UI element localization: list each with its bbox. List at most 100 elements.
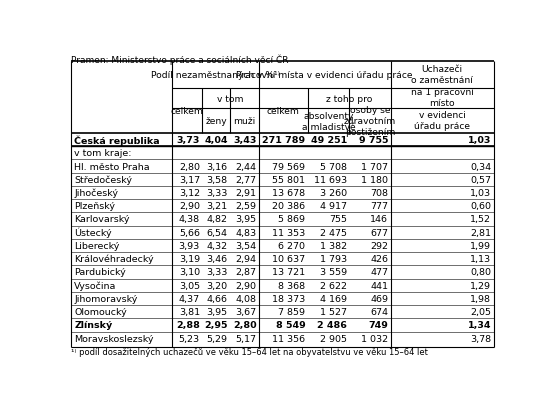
Text: osoby se
zdravotním
postižením: osoby se zdravotním postižením <box>344 106 396 137</box>
Text: 3,33: 3,33 <box>207 189 228 198</box>
Text: 3,81: 3,81 <box>179 308 200 317</box>
Text: 755: 755 <box>329 215 347 224</box>
Text: 3,78: 3,78 <box>470 334 491 343</box>
Text: 13 678: 13 678 <box>272 189 305 198</box>
Text: Karlovarský: Karlovarský <box>74 215 130 224</box>
Text: 1 527: 1 527 <box>320 308 347 317</box>
Text: 3,54: 3,54 <box>235 241 256 250</box>
Text: 20 386: 20 386 <box>272 202 305 211</box>
Text: 4,08: 4,08 <box>235 294 256 303</box>
Text: Pracovní místa v evidenci úřadu práce: Pracovní místa v evidenci úřadu práce <box>236 71 413 80</box>
Text: 1 793: 1 793 <box>320 254 347 263</box>
Text: 2,80: 2,80 <box>179 162 200 171</box>
Text: 441: 441 <box>370 281 388 290</box>
Text: 2,91: 2,91 <box>235 189 256 198</box>
Text: Zlínský: Zlínský <box>74 321 112 330</box>
Text: 0,57: 0,57 <box>470 175 491 184</box>
Text: 1 180: 1 180 <box>361 175 388 184</box>
Text: 6,54: 6,54 <box>207 228 228 237</box>
Text: 4,38: 4,38 <box>179 215 200 224</box>
Text: Olomoucký: Olomoucký <box>74 308 127 317</box>
Text: 2,59: 2,59 <box>235 202 256 211</box>
Text: 9 755: 9 755 <box>359 136 388 145</box>
Text: 2,80: 2,80 <box>233 321 256 330</box>
Text: 3,17: 3,17 <box>179 175 200 184</box>
Text: ženy: ženy <box>206 117 227 126</box>
Text: 677: 677 <box>370 228 388 237</box>
Text: 3,12: 3,12 <box>179 189 200 198</box>
Text: celkem: celkem <box>267 107 300 116</box>
Text: 3,67: 3,67 <box>235 308 256 317</box>
Text: 2 905: 2 905 <box>320 334 347 343</box>
Text: 6 270: 6 270 <box>278 241 305 250</box>
Text: z toho pro: z toho pro <box>326 94 372 103</box>
Text: 1 382: 1 382 <box>320 241 347 250</box>
Text: 3,20: 3,20 <box>207 281 228 290</box>
Text: v tom: v tom <box>217 94 244 103</box>
Text: ¹⁾ podíl dosažitelných uchazečů ve věku 15–64 let na obyvatelstvu ve věku 15–64 : ¹⁾ podíl dosažitelných uchazečů ve věku … <box>71 346 428 356</box>
Text: 1,34: 1,34 <box>468 321 491 330</box>
Text: 5,17: 5,17 <box>235 334 256 343</box>
Text: 1,13: 1,13 <box>470 254 491 263</box>
Text: 5 708: 5 708 <box>320 162 347 171</box>
Text: Podíl nezaměstnaných v %¹⁾: Podíl nezaměstnaných v %¹⁾ <box>151 71 280 80</box>
Text: 2,90: 2,90 <box>179 202 200 211</box>
Text: 477: 477 <box>370 268 388 277</box>
Text: 5 869: 5 869 <box>278 215 305 224</box>
Text: 3,73: 3,73 <box>176 136 200 145</box>
Text: 749: 749 <box>368 321 388 330</box>
Text: absolventy
a mladistvé: absolventy a mladistvé <box>302 111 355 131</box>
Text: 2,95: 2,95 <box>204 321 228 330</box>
Text: Vysočina: Vysočina <box>74 281 117 290</box>
Text: 0,60: 0,60 <box>470 202 491 211</box>
Text: 18 373: 18 373 <box>272 294 305 303</box>
Text: 8 549: 8 549 <box>276 321 305 330</box>
Text: 11 353: 11 353 <box>272 228 305 237</box>
Text: Česká republika: Česká republika <box>74 135 160 146</box>
Text: 3,43: 3,43 <box>233 136 256 145</box>
Text: 13 721: 13 721 <box>272 268 305 277</box>
Text: 79 569: 79 569 <box>272 162 305 171</box>
Text: Plzeňský: Plzeňský <box>74 202 115 211</box>
Text: 2 622: 2 622 <box>320 281 347 290</box>
Text: 5,23: 5,23 <box>179 334 200 343</box>
Text: Uchazeči
o zaměstnání
na 1 pracovní
místo
v evidenci
úřadu práce: Uchazeči o zaměstnání na 1 pracovní míst… <box>410 65 473 131</box>
Text: 3,05: 3,05 <box>179 281 200 290</box>
Text: 271 789: 271 789 <box>262 136 305 145</box>
Text: Středočeský: Středočeský <box>74 175 132 184</box>
Text: Pramen: Ministerstvo práce a sociálních věcí ČR: Pramen: Ministerstvo práce a sociálních … <box>71 54 289 65</box>
Text: Moravskoslezský: Moravskoslezský <box>74 334 154 343</box>
Text: 49 251: 49 251 <box>311 136 347 145</box>
Text: 4,04: 4,04 <box>204 136 228 145</box>
Text: 3,19: 3,19 <box>179 254 200 263</box>
Text: Královéhradecký: Královéhradecký <box>74 254 154 264</box>
Text: 1,03: 1,03 <box>468 136 491 145</box>
Text: 674: 674 <box>370 308 388 317</box>
Text: 3,95: 3,95 <box>235 215 256 224</box>
Text: 11 356: 11 356 <box>272 334 305 343</box>
Text: 1,29: 1,29 <box>470 281 491 290</box>
Text: 3,93: 3,93 <box>179 241 200 250</box>
Text: 708: 708 <box>370 189 388 198</box>
Text: 3,16: 3,16 <box>207 162 228 171</box>
Text: 4,83: 4,83 <box>235 228 256 237</box>
Text: 3,21: 3,21 <box>207 202 228 211</box>
Text: 3 260: 3 260 <box>320 189 347 198</box>
Text: 3 559: 3 559 <box>320 268 347 277</box>
Text: Ústecký: Ústecký <box>74 227 112 238</box>
Text: 10 637: 10 637 <box>272 254 305 263</box>
Text: Liberecký: Liberecký <box>74 241 120 250</box>
Text: 4,66: 4,66 <box>207 294 228 303</box>
Text: 2,90: 2,90 <box>235 281 256 290</box>
Text: Hl. město Praha: Hl. město Praha <box>74 162 150 171</box>
Text: 3,46: 3,46 <box>207 254 228 263</box>
Text: 3,58: 3,58 <box>207 175 228 184</box>
Text: Pardubický: Pardubický <box>74 268 126 277</box>
Text: Jihomoravský: Jihomoravský <box>74 294 138 303</box>
Text: 0,80: 0,80 <box>470 268 491 277</box>
Text: 2,77: 2,77 <box>235 175 256 184</box>
Text: 3,95: 3,95 <box>207 308 228 317</box>
Text: 5,29: 5,29 <box>207 334 228 343</box>
Text: 1,99: 1,99 <box>470 241 491 250</box>
Text: 4,37: 4,37 <box>179 294 200 303</box>
